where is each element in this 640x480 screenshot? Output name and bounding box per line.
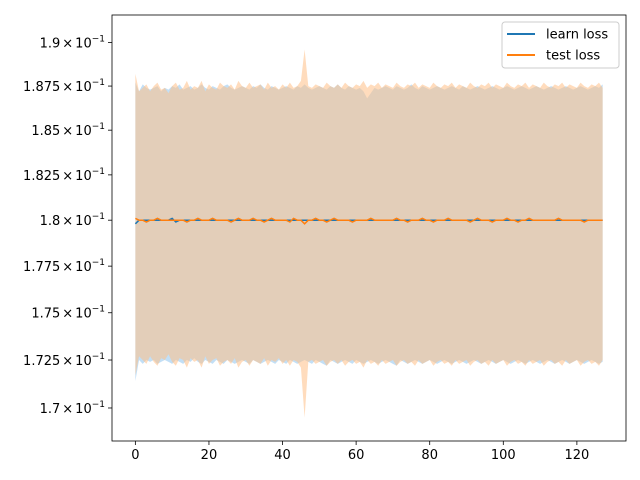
y-tick-base: 10 xyxy=(75,307,92,322)
y-tick-exponent: −1 xyxy=(92,352,105,362)
y-tick-mantissa: 1.85 xyxy=(31,124,60,139)
y-tick-label: 1.825 × 10−1 xyxy=(23,167,105,184)
y-tick-exponent: −1 xyxy=(92,78,105,88)
legend: learn loss test loss xyxy=(501,21,620,69)
y-tick-times: × xyxy=(62,214,73,229)
series-lines xyxy=(134,217,603,225)
plot-frame xyxy=(111,14,627,442)
y-tick-mantissa: 1.725 xyxy=(23,354,60,369)
y-tick-mantissa: 1.775 xyxy=(23,260,60,275)
y-tick-mantissa: 1.825 xyxy=(23,169,60,184)
y-tick-times: × xyxy=(62,169,73,184)
y-tick-base: 10 xyxy=(75,37,92,52)
y-tick-base: 10 xyxy=(75,214,92,229)
legend-label: test loss xyxy=(546,49,600,64)
y-tick-exponent: −1 xyxy=(92,400,105,410)
y-tick-base: 10 xyxy=(75,354,92,369)
x-tick-label: 100 xyxy=(491,448,516,463)
x-tick-label: 20 xyxy=(201,448,218,463)
y-tick-mantissa: 1.75 xyxy=(31,307,60,322)
y-tick-base: 10 xyxy=(75,169,92,184)
y-tick-label: 1.725 × 10−1 xyxy=(23,352,105,369)
x-tick-label: 60 xyxy=(348,448,365,463)
y-tick-label: 1.75 × 10−1 xyxy=(31,305,105,322)
y-tick-mantissa: 1.8 xyxy=(40,214,61,229)
y-tick-times: × xyxy=(62,80,73,95)
legend-label: learn loss xyxy=(546,28,608,43)
x-tick-label: 120 xyxy=(564,448,589,463)
x-axis: 0 20 40 60 80 100 120 xyxy=(131,441,589,463)
y-tick-label: 1.9 × 10−1 xyxy=(40,35,105,52)
line-test-loss xyxy=(135,217,603,225)
y-tick-exponent: −1 xyxy=(92,167,105,177)
y-tick-times: × xyxy=(62,354,73,369)
y-tick-label: 1.85 × 10−1 xyxy=(31,122,105,139)
y-tick-mantissa: 1.9 xyxy=(40,37,61,52)
y-tick-times: × xyxy=(62,260,73,275)
confidence-bands xyxy=(135,49,603,418)
y-tick-base: 10 xyxy=(75,80,92,95)
y-tick-exponent: −1 xyxy=(92,212,105,222)
y-tick-exponent: −1 xyxy=(92,122,105,132)
y-tick-times: × xyxy=(62,307,73,322)
y-tick-exponent: −1 xyxy=(92,258,105,268)
y-tick-base: 10 xyxy=(75,124,92,139)
y-tick-label: 1.7 × 10−1 xyxy=(40,400,105,417)
y-axis: 1.7 × 10−11.725 × 10−11.75 × 10−11.775 × 10−11.8… xyxy=(23,35,112,417)
y-tick-label: 1.775 × 10−1 xyxy=(23,258,105,275)
y-tick-times: × xyxy=(62,37,73,52)
y-tick-base: 10 xyxy=(75,402,92,417)
band-test-loss xyxy=(135,49,603,418)
y-tick-base: 10 xyxy=(75,260,92,275)
y-tick-label: 1.875 × 10−1 xyxy=(23,78,105,95)
y-tick-mantissa: 1.875 xyxy=(23,80,60,95)
x-tick-label: 80 xyxy=(421,448,438,463)
x-tick-label: 0 xyxy=(131,448,139,463)
y-tick-times: × xyxy=(62,124,73,139)
y-tick-mantissa: 1.7 xyxy=(40,402,61,417)
y-tick-label: 1.8 × 10−1 xyxy=(40,212,105,229)
y-tick-exponent: −1 xyxy=(92,305,105,315)
y-tick-times: × xyxy=(62,402,73,417)
y-tick-exponent: −1 xyxy=(92,35,105,45)
x-tick-label: 40 xyxy=(274,448,291,463)
